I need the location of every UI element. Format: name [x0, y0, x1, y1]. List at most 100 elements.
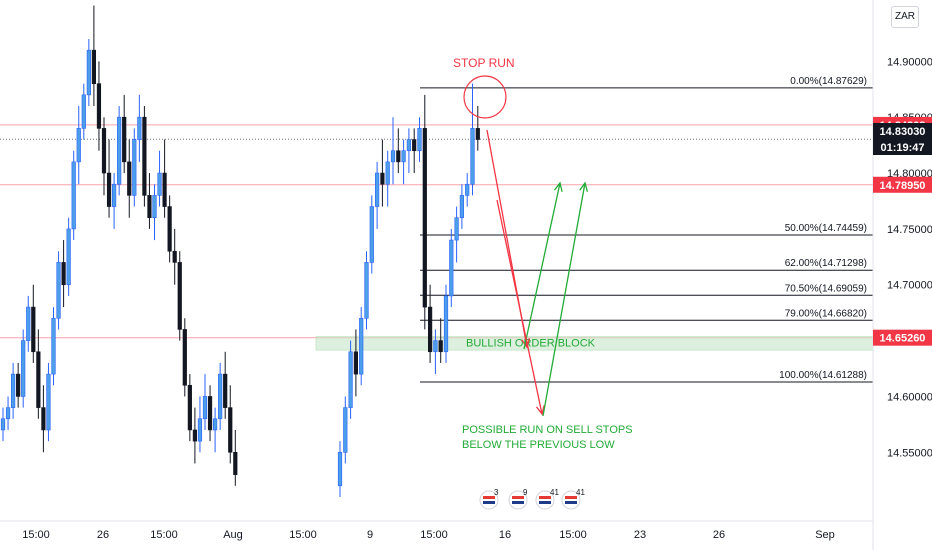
event-badge[interactable]: 3	[479, 488, 499, 510]
candle-up	[76, 128, 81, 163]
green-arrow-up-1	[523, 182, 561, 350]
candle-down	[228, 407, 233, 453]
red-arrow-down-1-head	[521, 338, 531, 349]
candle-up	[417, 128, 422, 152]
candle-down	[167, 206, 172, 252]
candle-down	[182, 329, 187, 386]
x-tick-label: 15:00	[420, 529, 448, 541]
event-badge-count: 9	[523, 488, 528, 497]
currency-button[interactable]: ZAR	[891, 6, 919, 28]
candles	[0, 5, 480, 497]
x-tick-label: 16	[499, 529, 511, 541]
price-tag-bg	[873, 123, 932, 139]
candle-up	[218, 373, 223, 420]
candle-up	[443, 295, 449, 353]
candle-down	[396, 150, 401, 163]
order-block-label: BULLISH ORDER BLOCK	[466, 337, 596, 349]
y-tick-label: 14.60000	[887, 391, 932, 403]
event-badge-count: 41	[550, 488, 559, 497]
green-arrow-up-2-head	[579, 181, 589, 192]
candle-down	[192, 429, 198, 442]
x-tick-label: 15:00	[559, 529, 587, 541]
note-line-2: BELOW THE PREVIOUS LOW	[462, 439, 615, 451]
candle-down	[422, 128, 427, 308]
candle-down	[233, 451, 238, 475]
candle-down	[353, 351, 359, 375]
red-arrow-down-2-head	[535, 405, 545, 416]
flag-us-icon	[479, 490, 499, 510]
candle-up	[459, 195, 465, 219]
x-tick-label: 23	[634, 529, 646, 541]
candle-down	[475, 128, 480, 140]
candle-up	[66, 228, 71, 286]
candle-down	[162, 172, 167, 207]
candle-up	[11, 373, 16, 408]
x-tick-label: 26	[97, 529, 109, 541]
fib-level-label: 0.00%(14.87629)	[790, 76, 867, 87]
candle-up	[213, 418, 218, 431]
candle-up	[390, 150, 396, 163]
flag-stripe-icon	[483, 501, 495, 504]
fib-retracement: 0.00%(14.87629) 50.00%(14.74459) 62.00%(14…	[420, 76, 873, 383]
event-badge[interactable]: 9	[508, 488, 528, 510]
green-arrow-up-2	[542, 182, 586, 417]
candle-down	[172, 250, 177, 263]
candle-down	[106, 172, 112, 207]
price-tag-label: 14.83030	[880, 126, 926, 138]
price-tag-label: 14.65260	[880, 333, 926, 345]
x-tick-label: 9	[367, 529, 373, 541]
fib-level-label: 50.00%(14.74459)	[785, 223, 867, 234]
candle-down	[207, 396, 213, 431]
red-arrow-down-2	[496, 199, 543, 415]
horizontal-levels	[0, 124, 873, 339]
x-tick-label: Sep	[815, 529, 835, 541]
candle-down	[412, 139, 417, 152]
event-badge[interactable]: 41	[561, 488, 585, 510]
price-tag-bg	[873, 329, 932, 346]
candle-down	[142, 116, 147, 196]
candle-down	[438, 340, 443, 353]
candle-down	[380, 172, 385, 185]
candle-down	[101, 128, 107, 174]
candle-down	[122, 116, 127, 163]
candle-up	[157, 172, 162, 196]
y-tick-label: 14.70000	[887, 280, 932, 292]
flag-stripe-icon	[512, 501, 524, 504]
candle-up	[71, 161, 76, 230]
price-tag: 01:19:47	[873, 139, 932, 155]
candle-down	[36, 351, 41, 408]
fib-level-label: 100.00%(14.61288)	[779, 370, 867, 381]
candle-up	[454, 217, 459, 241]
price-tag: 14.83030	[873, 123, 932, 139]
price-tag: 14.78950	[873, 176, 932, 193]
flag-us-icon	[561, 490, 581, 510]
candle-up	[449, 239, 454, 297]
candle-down	[41, 407, 46, 431]
fib-level-label: 79.00%(14.66820)	[785, 308, 867, 319]
fib-level-label: 70.50%(14.69059)	[785, 283, 867, 294]
price-tag-bg	[873, 139, 932, 155]
flag-stripe-icon	[483, 496, 495, 499]
flag-us-icon	[535, 490, 555, 510]
event-badge[interactable]: 41	[535, 488, 559, 510]
candle-up	[465, 183, 470, 196]
x-tick-label: 15:00	[22, 529, 50, 541]
price-axis: 14.9000014.8500014.8000014.7500014.70000…	[872, 0, 932, 550]
candle-down	[223, 373, 228, 408]
price-tag-label: 14.78950	[880, 180, 926, 192]
candle-up	[470, 128, 475, 185]
candle-up	[152, 195, 157, 219]
candle-up	[46, 373, 51, 431]
event-badge-count: 3	[494, 488, 499, 497]
stop-run-circle	[463, 75, 507, 119]
candle-down	[61, 262, 66, 286]
candle-down	[427, 306, 433, 353]
candle-up	[374, 172, 380, 207]
candle-up	[385, 161, 390, 185]
event-badge-count: 41	[576, 488, 585, 497]
annotations: STOP RUN POSSIBLE RUN ON SELL STOPS BELOW …	[453, 56, 633, 451]
candle-up	[117, 116, 122, 185]
flag-stripe-icon	[539, 501, 551, 504]
candle-up	[343, 407, 348, 453]
